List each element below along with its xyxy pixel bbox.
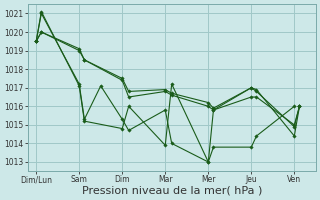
X-axis label: Pression niveau de la mer( hPa ): Pression niveau de la mer( hPa ) [82,186,262,196]
